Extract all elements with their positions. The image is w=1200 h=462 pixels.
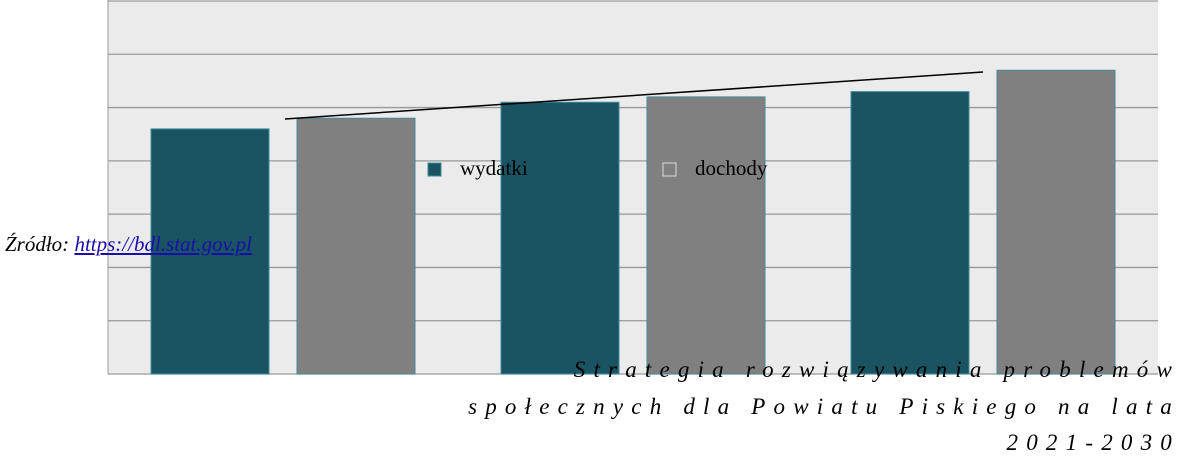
source: Źródło: https://bdl.stat.gov.pl	[5, 232, 252, 257]
footer-line: 2021-2030	[1006, 430, 1180, 455]
bar	[150, 128, 270, 375]
legend-label: dochody	[695, 156, 768, 180]
bar	[996, 69, 1116, 375]
source-link[interactable]: https://bdl.stat.gov.pl	[74, 232, 252, 256]
footer: Strategia rozwiązywania problemów społec…	[468, 352, 1180, 462]
bar	[646, 96, 766, 375]
source-label: Źródło:	[5, 232, 70, 256]
bar	[500, 101, 620, 375]
plot-area	[108, 1, 1158, 374]
legend-swatch	[427, 162, 442, 177]
footer-line: Strategia rozwiązywania problemów	[573, 357, 1180, 382]
legend-label: wydatki	[460, 156, 528, 180]
bar	[850, 91, 970, 375]
bar	[296, 117, 416, 375]
legend-swatch	[662, 162, 677, 177]
footer-line: społecznych dla Powiatu Piskiego na lata	[468, 393, 1180, 419]
trend-line	[284, 71, 984, 120]
